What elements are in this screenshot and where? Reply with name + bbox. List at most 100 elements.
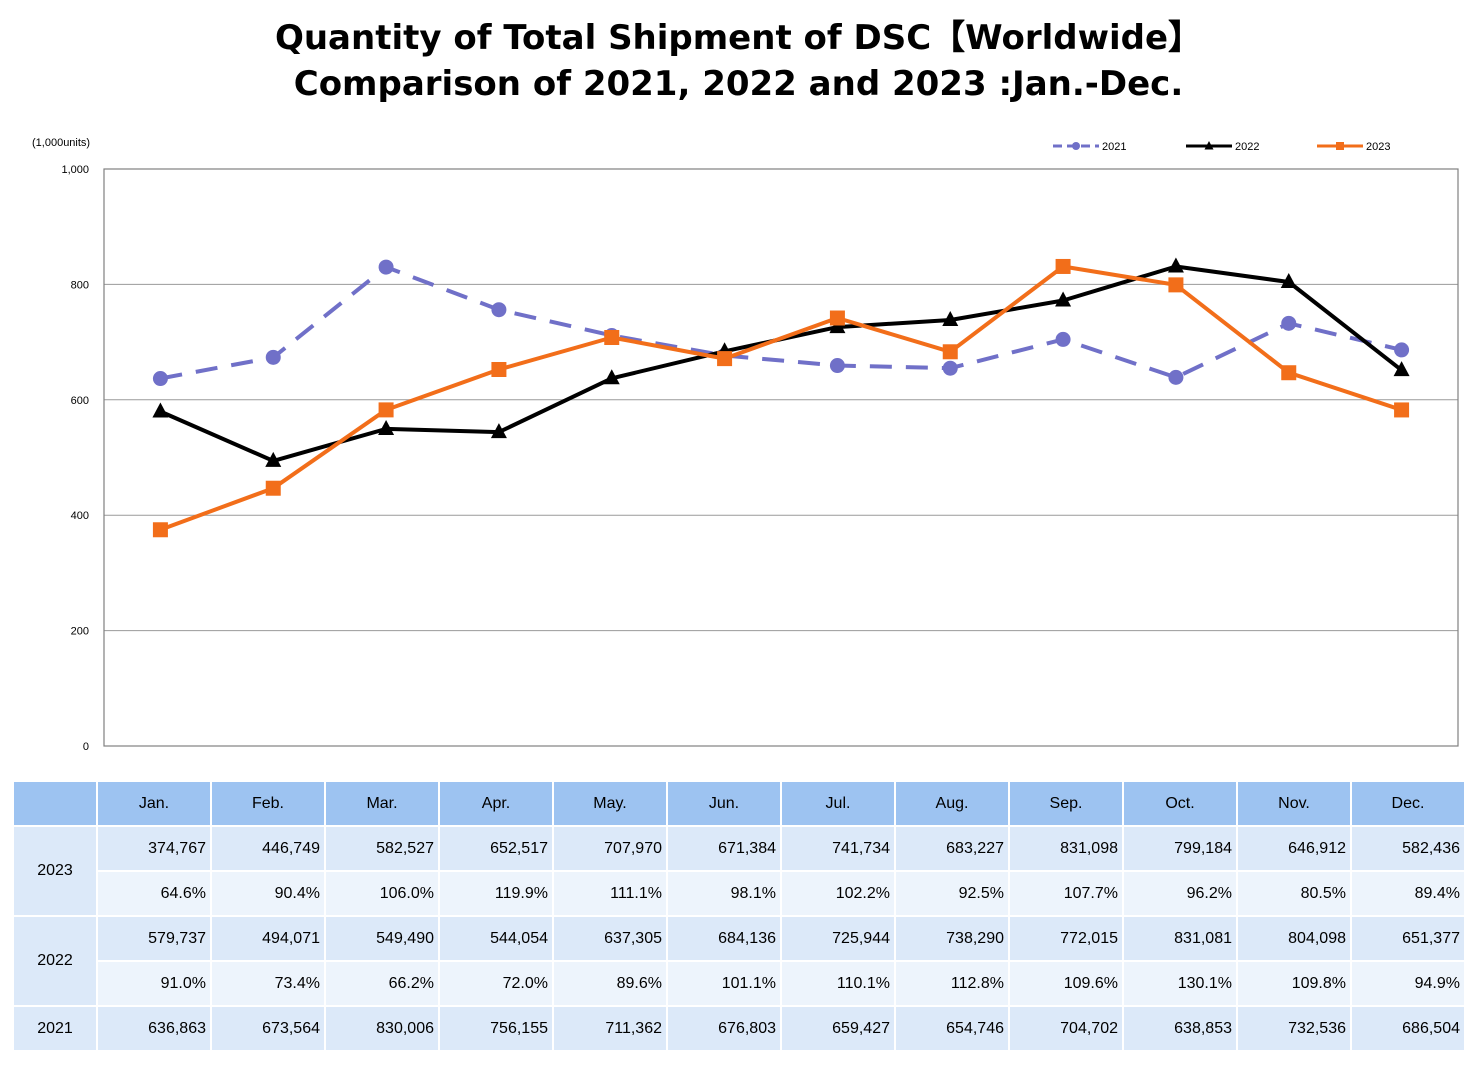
month-header: Jun. bbox=[666, 780, 782, 827]
ratio-cell: 111.1% bbox=[552, 870, 668, 917]
data-point-2022 bbox=[152, 402, 169, 418]
value-cell: 725,944 bbox=[780, 915, 896, 962]
table-corner-cell bbox=[12, 780, 98, 827]
data-point-2021 bbox=[152, 371, 168, 387]
ratio-cell: 98.1% bbox=[666, 870, 782, 917]
data-point-2021 bbox=[1394, 342, 1410, 358]
ratio-cell: 90.4% bbox=[210, 870, 326, 917]
ratio-cell: 66.2% bbox=[324, 960, 440, 1007]
month-header: Jan. bbox=[96, 780, 212, 827]
table-row-2021: 2021 636,863 673,564 830,006 756,155 711,362 6… bbox=[12, 1005, 1466, 1052]
table-header-row: Jan. Feb. Mar. Apr. May. Jun. Jul. Aug. … bbox=[12, 780, 1466, 827]
chart-title-line2: Comparison of 2021, 2022 and 2023 :Jan.-… bbox=[293, 64, 1184, 104]
data-point-2021 bbox=[1281, 315, 1297, 331]
value-cell: 374,767 bbox=[96, 825, 212, 872]
ratio-cell: 73.4% bbox=[210, 960, 326, 1007]
value-cell: 676,803 bbox=[666, 1005, 782, 1052]
legend-marker bbox=[1072, 142, 1080, 150]
data-point-2021 bbox=[265, 349, 281, 365]
data-point-2022 bbox=[378, 419, 395, 435]
y-tick-label: 600 bbox=[71, 395, 89, 407]
data-point-2022 bbox=[1393, 361, 1410, 377]
month-header: Oct. bbox=[1122, 780, 1238, 827]
year-cell: 2021 bbox=[12, 1005, 98, 1052]
ratio-cell: 89.4% bbox=[1350, 870, 1466, 917]
data-point-2023 bbox=[942, 344, 958, 360]
value-cell: 636,863 bbox=[96, 1005, 212, 1052]
data-point-2023 bbox=[265, 480, 281, 496]
value-cell: 686,504 bbox=[1350, 1005, 1466, 1052]
y-tick-label: 200 bbox=[71, 626, 89, 638]
month-header: May. bbox=[552, 780, 668, 827]
data-point-2022 bbox=[1055, 291, 1072, 307]
value-cell: 831,098 bbox=[1008, 825, 1124, 872]
value-cell: 638,853 bbox=[1122, 1005, 1238, 1052]
ratio-cell: 64.6% bbox=[96, 870, 212, 917]
year-cell: 2023 bbox=[12, 825, 98, 917]
data-point-2023 bbox=[378, 402, 394, 418]
data-point-2023 bbox=[1055, 258, 1071, 274]
month-header: Aug. bbox=[894, 780, 1010, 827]
value-cell: 711,362 bbox=[552, 1005, 668, 1052]
legend-label: 2021 bbox=[1102, 141, 1126, 153]
month-header: Feb. bbox=[210, 780, 326, 827]
ratio-cell: 101.1% bbox=[666, 960, 782, 1007]
series-lines bbox=[152, 257, 1410, 538]
ratio-cell: 109.6% bbox=[1008, 960, 1124, 1007]
data-table: Jan. Feb. Mar. Apr. May. Jun. Jul. Aug. … bbox=[12, 780, 1466, 1052]
month-header: Sep. bbox=[1008, 780, 1124, 827]
series-2021 bbox=[152, 259, 1410, 387]
series-line-2021 bbox=[160, 265, 1403, 381]
data-point-2022 bbox=[603, 369, 620, 385]
value-cell: 654,746 bbox=[894, 1005, 1010, 1052]
legend-marker bbox=[1204, 141, 1214, 150]
data-point-2022 bbox=[829, 318, 846, 334]
data-point-2021 bbox=[491, 302, 507, 318]
ratio-cell: 72.0% bbox=[438, 960, 554, 1007]
legend-item-2021: 2021 bbox=[1053, 141, 1126, 153]
legend-marker bbox=[1336, 142, 1344, 150]
ratio-cell: 94.9% bbox=[1350, 960, 1466, 1007]
value-cell: 673,564 bbox=[210, 1005, 326, 1052]
value-cell: 652,517 bbox=[438, 825, 554, 872]
value-cell: 831,081 bbox=[1122, 915, 1238, 962]
value-cell: 738,290 bbox=[894, 915, 1010, 962]
ratio-cell: 109.8% bbox=[1236, 960, 1352, 1007]
data-point-2022 bbox=[490, 423, 507, 439]
legend-label: 2022 bbox=[1235, 141, 1259, 153]
table-row-2022-ratio: 91.0% 73.4% 66.2% 72.0% 89.6% 101.1% 110.1% 112… bbox=[13, 960, 1466, 1007]
data-point-2023 bbox=[717, 351, 733, 367]
value-cell: 704,702 bbox=[1008, 1005, 1124, 1052]
chart-title-line1: Quantity of Total Shipment of DSC【Worldw… bbox=[274, 18, 1203, 58]
value-cell: 494,071 bbox=[210, 915, 326, 962]
ratio-cell: 91.0% bbox=[96, 960, 212, 1007]
value-cell: 772,015 bbox=[1008, 915, 1124, 962]
data-point-2021 bbox=[1168, 369, 1184, 385]
data-point-2022 bbox=[265, 451, 282, 467]
data-point-2023 bbox=[491, 361, 507, 377]
data-point-2023 bbox=[1394, 402, 1410, 418]
value-cell: 671,384 bbox=[666, 825, 782, 872]
value-cell: 741,734 bbox=[780, 825, 896, 872]
month-header: Jul. bbox=[780, 780, 896, 827]
value-cell: 804,098 bbox=[1236, 915, 1352, 962]
table-row-2023: 2023 374,767 446,749 582,527 652,517 707,970 6… bbox=[12, 825, 1466, 917]
value-cell: 659,427 bbox=[780, 1005, 896, 1052]
ratio-cell: 106.0% bbox=[324, 870, 440, 917]
data-point-2021 bbox=[378, 259, 394, 275]
ratio-cell: 110.1% bbox=[780, 960, 896, 1007]
legend-label: 2023 bbox=[1366, 141, 1390, 153]
data-point-2021 bbox=[942, 360, 958, 376]
data-point-2022 bbox=[1280, 273, 1297, 289]
value-cell: 646,912 bbox=[1236, 825, 1352, 872]
value-cell: 582,436 bbox=[1350, 825, 1466, 872]
data-point-2023 bbox=[1168, 277, 1184, 293]
legend-item-2022: 2022 bbox=[1186, 141, 1259, 153]
y-tick-label: 0 bbox=[83, 741, 89, 753]
month-header: Mar. bbox=[324, 780, 440, 827]
month-header: Dec. bbox=[1350, 780, 1466, 827]
y-axis-ticks: 0 200 400 600 800 1,000 bbox=[61, 164, 89, 753]
legend: 2021 2022 2023 bbox=[1053, 141, 1390, 153]
ratio-cell: 89.6% bbox=[552, 960, 668, 1007]
value-cell: 582,527 bbox=[324, 825, 440, 872]
